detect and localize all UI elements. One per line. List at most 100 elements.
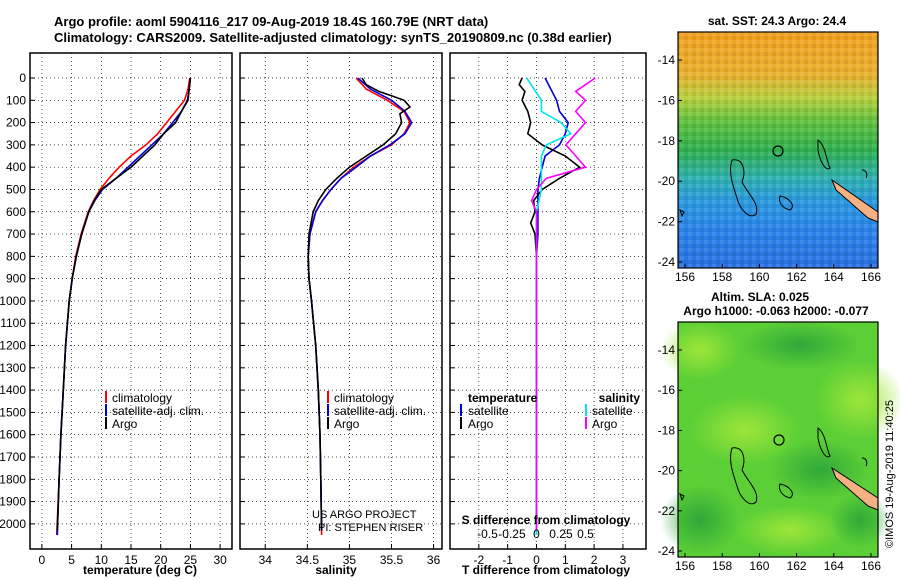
legend-title-temperature: temperature (468, 391, 538, 405)
sst-map-title: sat. SST: 24.3 Argo: 24.4 (708, 14, 847, 28)
temperature-series (55, 77, 192, 536)
x-tick-label: 36 (427, 553, 441, 567)
x-tick-label: 20 (154, 553, 168, 567)
salinity-grid (240, 53, 442, 549)
map-y-tick-label: -20 (658, 174, 676, 188)
legend-label-argo: Argo (334, 417, 360, 431)
credit-pi: PI: STEPHEN RISER (318, 522, 423, 534)
x-tick-label: -2 (473, 553, 484, 567)
difference-xticks: -2 -1 0 1 2 3 (473, 544, 627, 567)
x-tick-label: 1 (562, 553, 569, 567)
map-x-tick-label: 166 (861, 559, 881, 573)
x-tick-label: 0 (533, 553, 540, 567)
depth-tick-label: 1800 (0, 472, 26, 486)
imos-stamp: ©IMOS 19-Aug-2019 11:40:25 (884, 400, 896, 548)
sst-map-frame (677, 31, 879, 269)
sla-coastlines (679, 426, 868, 505)
map-y-tick-label: -16 (658, 383, 676, 397)
x-tick-label: 35.5 (380, 553, 404, 567)
sst-map-ticks: 156 158 160 162 164 166 -14 -16 -18 -20 -22 -24 (658, 53, 882, 284)
difference-grid (450, 53, 646, 549)
sla-land (830, 466, 879, 511)
salinity-xlabel: salinity (315, 563, 357, 577)
sdiff-xlabel: S difference from climatology (462, 513, 631, 527)
depth-tick-label: 1200 (0, 339, 26, 353)
salinity-series (307, 77, 413, 536)
series-line-s-satellite (526, 77, 573, 535)
temperature-grid (30, 53, 232, 549)
header-line1: Argo profile: aoml 5904116_217 09-Aug-20… (54, 14, 488, 29)
map-y-tick-label: -20 (658, 464, 676, 478)
s-tick-label: -0.25 (498, 527, 526, 541)
sst-land (830, 178, 879, 223)
map-y-tick-label: -14 (658, 53, 676, 67)
map-y-tick-label: -22 (658, 215, 676, 229)
depth-tick-label: 1000 (0, 294, 26, 308)
map-y-tick-label: -24 (658, 544, 676, 558)
series-line-satellite-adj-clim- (307, 77, 413, 531)
temperature-xlabel: temperature (deg C) (83, 563, 197, 577)
depth-tick-label: 1700 (0, 450, 26, 464)
x-tick-label: 3 (620, 553, 627, 567)
salinity-legend: climatology satellite-adj. clim. Argo (327, 391, 426, 431)
series-line-argo (56, 77, 192, 531)
temperature-panel: 0 5 10 15 20 25 30 temperature (deg C) climato… (29, 52, 233, 577)
map-x-tick-label: 162 (787, 270, 807, 284)
map-y-tick-label: -18 (658, 134, 676, 148)
x-tick-label: -1 (502, 553, 513, 567)
depth-tick-label: 500 (6, 182, 26, 196)
legend-label-argo: Argo (112, 417, 138, 431)
x-tick-label: 34 (259, 553, 273, 567)
x-tick-label: 25 (184, 553, 198, 567)
depth-tick-label: 800 (6, 249, 26, 263)
depth-tick-label: 400 (6, 160, 26, 174)
temperature-legend: climatology satellite-adj. clim. Argo (105, 391, 204, 431)
legend-label-satellite: satellite-adj. clim. (334, 404, 426, 418)
map-y-tick-label: -14 (658, 343, 676, 357)
map-x-tick-label: 164 (824, 270, 844, 284)
map-x-tick-label: 164 (824, 559, 844, 573)
depth-tick-label: 700 (6, 227, 26, 241)
depth-tick-label: 100 (6, 93, 26, 107)
depth-tick-label: 1900 (0, 495, 26, 509)
map-y-tick-label: -22 (658, 504, 676, 518)
tdiff-xlabel: T difference from climatology (462, 563, 630, 577)
map-y-tick-label: -24 (658, 255, 676, 269)
series-line-climatology (307, 77, 411, 536)
depth-tick-label: 900 (6, 272, 26, 286)
depth-tick-label: 0 (19, 71, 26, 85)
series-line-t-satellite (535, 77, 570, 535)
sla-map-subtitle: Argo h1000: -0.063 h2000: -0.077 (683, 304, 869, 318)
legend-label-satellite: satellite-adj. clim. (112, 404, 204, 418)
x-tick-label: 15 (124, 553, 138, 567)
map-x-tick-label: 166 (861, 270, 881, 284)
sla-map-frame (677, 321, 879, 558)
depth-tick-label: 1500 (0, 405, 26, 419)
map-y-tick-label: -16 (658, 93, 676, 107)
map-y-tick-label: -18 (658, 423, 676, 437)
legend-title-salinity: salinity (599, 391, 641, 405)
x-tick-label: 35 (343, 553, 357, 567)
difference-sticks: -0.5 -0.25 0 0.25 0.5 (477, 527, 594, 541)
x-tick-label: 2 (591, 553, 598, 567)
map-x-tick-label: 158 (712, 559, 732, 573)
map-x-tick-label: 158 (712, 270, 732, 284)
s-tick-label: 0.25 (549, 527, 573, 541)
sla-argo-marker (773, 434, 785, 446)
salinity-xticks: 34 34.5 35 35.5 36 (259, 544, 441, 567)
sla-map-title: Altim. SLA: 0.025 (711, 290, 809, 304)
series-line-s-argo (530, 77, 596, 531)
difference-legend: temperature satellite Argo salinity sate… (460, 391, 641, 431)
depth-tick-label: 200 (6, 116, 26, 130)
map-x-tick-label: 156 (675, 270, 695, 284)
legend-label-t-argo: Argo (468, 417, 494, 431)
sla-blobs (660, 320, 900, 555)
series-line-t-argo (518, 77, 582, 531)
sst-map-panel: sat. SST: 24.3 Argo: 24.4 156 158 160 162 16… (658, 14, 882, 284)
x-tick-label: 34.5 (296, 553, 320, 567)
map-x-tick-label: 162 (787, 559, 807, 573)
legend-label-s-satellite: satellite (592, 404, 633, 418)
series-line-argo (307, 77, 412, 531)
sst-argo-marker (772, 145, 784, 157)
legend-label-climatology: climatology (112, 391, 172, 405)
